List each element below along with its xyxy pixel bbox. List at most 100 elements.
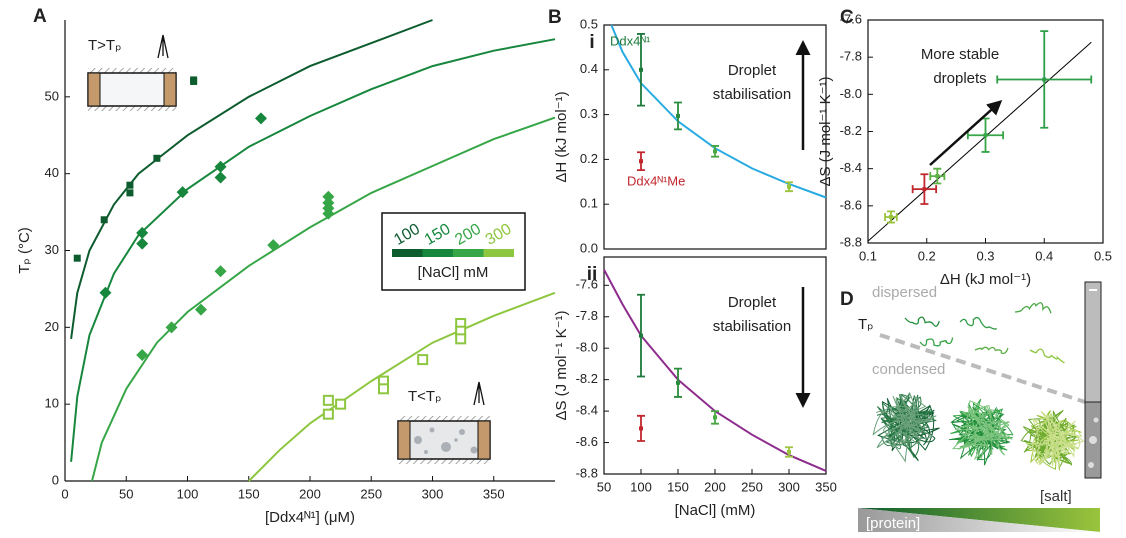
data-point: [165, 321, 178, 334]
x-tick-label: 200: [299, 486, 321, 501]
data-point: [983, 133, 988, 138]
data-point: [888, 214, 893, 219]
annotation: More stable: [921, 46, 999, 63]
y-tick-label: 0.0: [580, 240, 598, 255]
y-tick-label: -8.4: [576, 403, 598, 418]
dispersed-protein: [1014, 302, 1052, 314]
data-point: [787, 449, 791, 454]
x-tick-label: 50: [597, 479, 611, 494]
data-point: [176, 186, 189, 199]
y-tick-label: -8.2: [840, 123, 862, 138]
y-axis-label: Tₚ (°C): [16, 227, 33, 274]
y-tick-label: -8.8: [576, 465, 598, 480]
data-point: [100, 216, 108, 224]
fit-curve: [70, 19, 433, 340]
data-point: [73, 254, 81, 262]
data-point: [153, 154, 161, 162]
data-point: [126, 189, 134, 197]
legend-swatch: [392, 249, 423, 257]
label-condensed: condensed: [872, 361, 945, 378]
data-point: [335, 398, 347, 410]
x-tick-label: 0.3: [976, 248, 994, 263]
y-tick-label: -7.6: [840, 11, 862, 26]
x-tick-label: 350: [483, 486, 505, 501]
data-point: [194, 303, 207, 316]
x-tick-label: 150: [238, 486, 260, 501]
dispersed-protein: [919, 337, 954, 347]
x-tick-label: 100: [177, 486, 199, 501]
annotation: Droplet: [728, 294, 777, 311]
data-point: [455, 333, 467, 345]
y-tick-label: 20: [45, 319, 59, 334]
legend-swatch: [453, 249, 484, 257]
x-axis-label: [Ddx4ᴺ¹] (μM): [265, 509, 355, 526]
y-tick-label: 10: [45, 396, 59, 411]
annotation: stabilisation: [713, 86, 791, 103]
y-axis-label: ΔS (J mol⁻¹ K⁻¹): [817, 76, 834, 186]
protein-coil: [1025, 410, 1085, 468]
data-point: [136, 237, 149, 250]
panel-label: A: [33, 6, 47, 27]
x-tick-label: 150: [667, 479, 689, 494]
y-tick-label: 0: [52, 472, 59, 487]
series-label: Ddx4ᴺ¹: [610, 33, 651, 48]
y-tick-label: -7.8: [840, 49, 862, 64]
x-tick-label: 0.4: [1035, 248, 1053, 263]
x-tick-label: 250: [741, 479, 763, 494]
y-tick-label: 0.1: [580, 196, 598, 211]
data-point: [639, 159, 643, 164]
inset-cold: [397, 381, 491, 464]
fit-curve: [867, 41, 1092, 242]
x-tick-label: 0.1: [859, 248, 877, 263]
data-point: [713, 415, 717, 420]
y-tick-label: -8.4: [840, 160, 862, 175]
data-point: [922, 187, 927, 192]
data-point: [639, 67, 643, 72]
data-point: [1042, 77, 1047, 82]
annotation: droplets: [933, 70, 986, 87]
data-point: [322, 394, 334, 406]
y-tick-label: -8.6: [840, 197, 862, 212]
x-tick-label: 350: [815, 479, 837, 494]
arrow: [929, 99, 1003, 166]
protein-coil: [951, 400, 1013, 461]
data-point: [322, 190, 335, 203]
fit-curve: [610, 24, 827, 199]
y-tick-label: 40: [45, 165, 59, 180]
panel-label: C: [840, 7, 854, 28]
annotation: T<Tₚ: [408, 388, 442, 405]
x-tick-label: 0: [61, 486, 68, 501]
y-tick-label: -8.0: [840, 86, 862, 101]
dispersed-protein: [974, 346, 1009, 355]
y-tick-label: -7.6: [576, 277, 598, 292]
data-point: [787, 184, 791, 189]
fit-curve: [91, 116, 556, 482]
dispersed-protein: [904, 316, 940, 327]
x-tick-label: 300: [778, 479, 800, 494]
y-tick-label: 30: [45, 242, 59, 257]
data-point: [676, 380, 680, 385]
series-label: Ddx4ᴺ¹Me: [627, 174, 685, 189]
x-tick-label: 250: [360, 486, 382, 501]
protein-coil: [872, 391, 937, 463]
label-tp: Tₚ: [858, 316, 874, 333]
y-tick-label: -7.8: [576, 308, 598, 323]
data-point: [214, 160, 227, 173]
data-point: [136, 348, 149, 361]
x-axis-label: ΔH (kJ mol⁻¹): [940, 271, 1031, 288]
data-point: [214, 171, 227, 184]
y-tick-label: -8.8: [840, 234, 862, 249]
y-tick-label: 0.5: [580, 16, 598, 31]
inset-hot: [87, 34, 177, 111]
dispersed-protein: [959, 316, 998, 330]
data-point: [417, 354, 429, 366]
y-tick-label: 0.3: [580, 106, 598, 121]
y-axis-label: ΔH (kJ mol⁻¹): [553, 91, 570, 182]
annotation: stabilisation: [713, 318, 791, 335]
y-tick-label: -8.6: [576, 434, 598, 449]
x-tick-label: 0.2: [918, 248, 936, 263]
data-point: [322, 207, 335, 220]
y-tick-label: -8.0: [576, 340, 598, 355]
label-dispersed: dispersed: [872, 284, 937, 301]
